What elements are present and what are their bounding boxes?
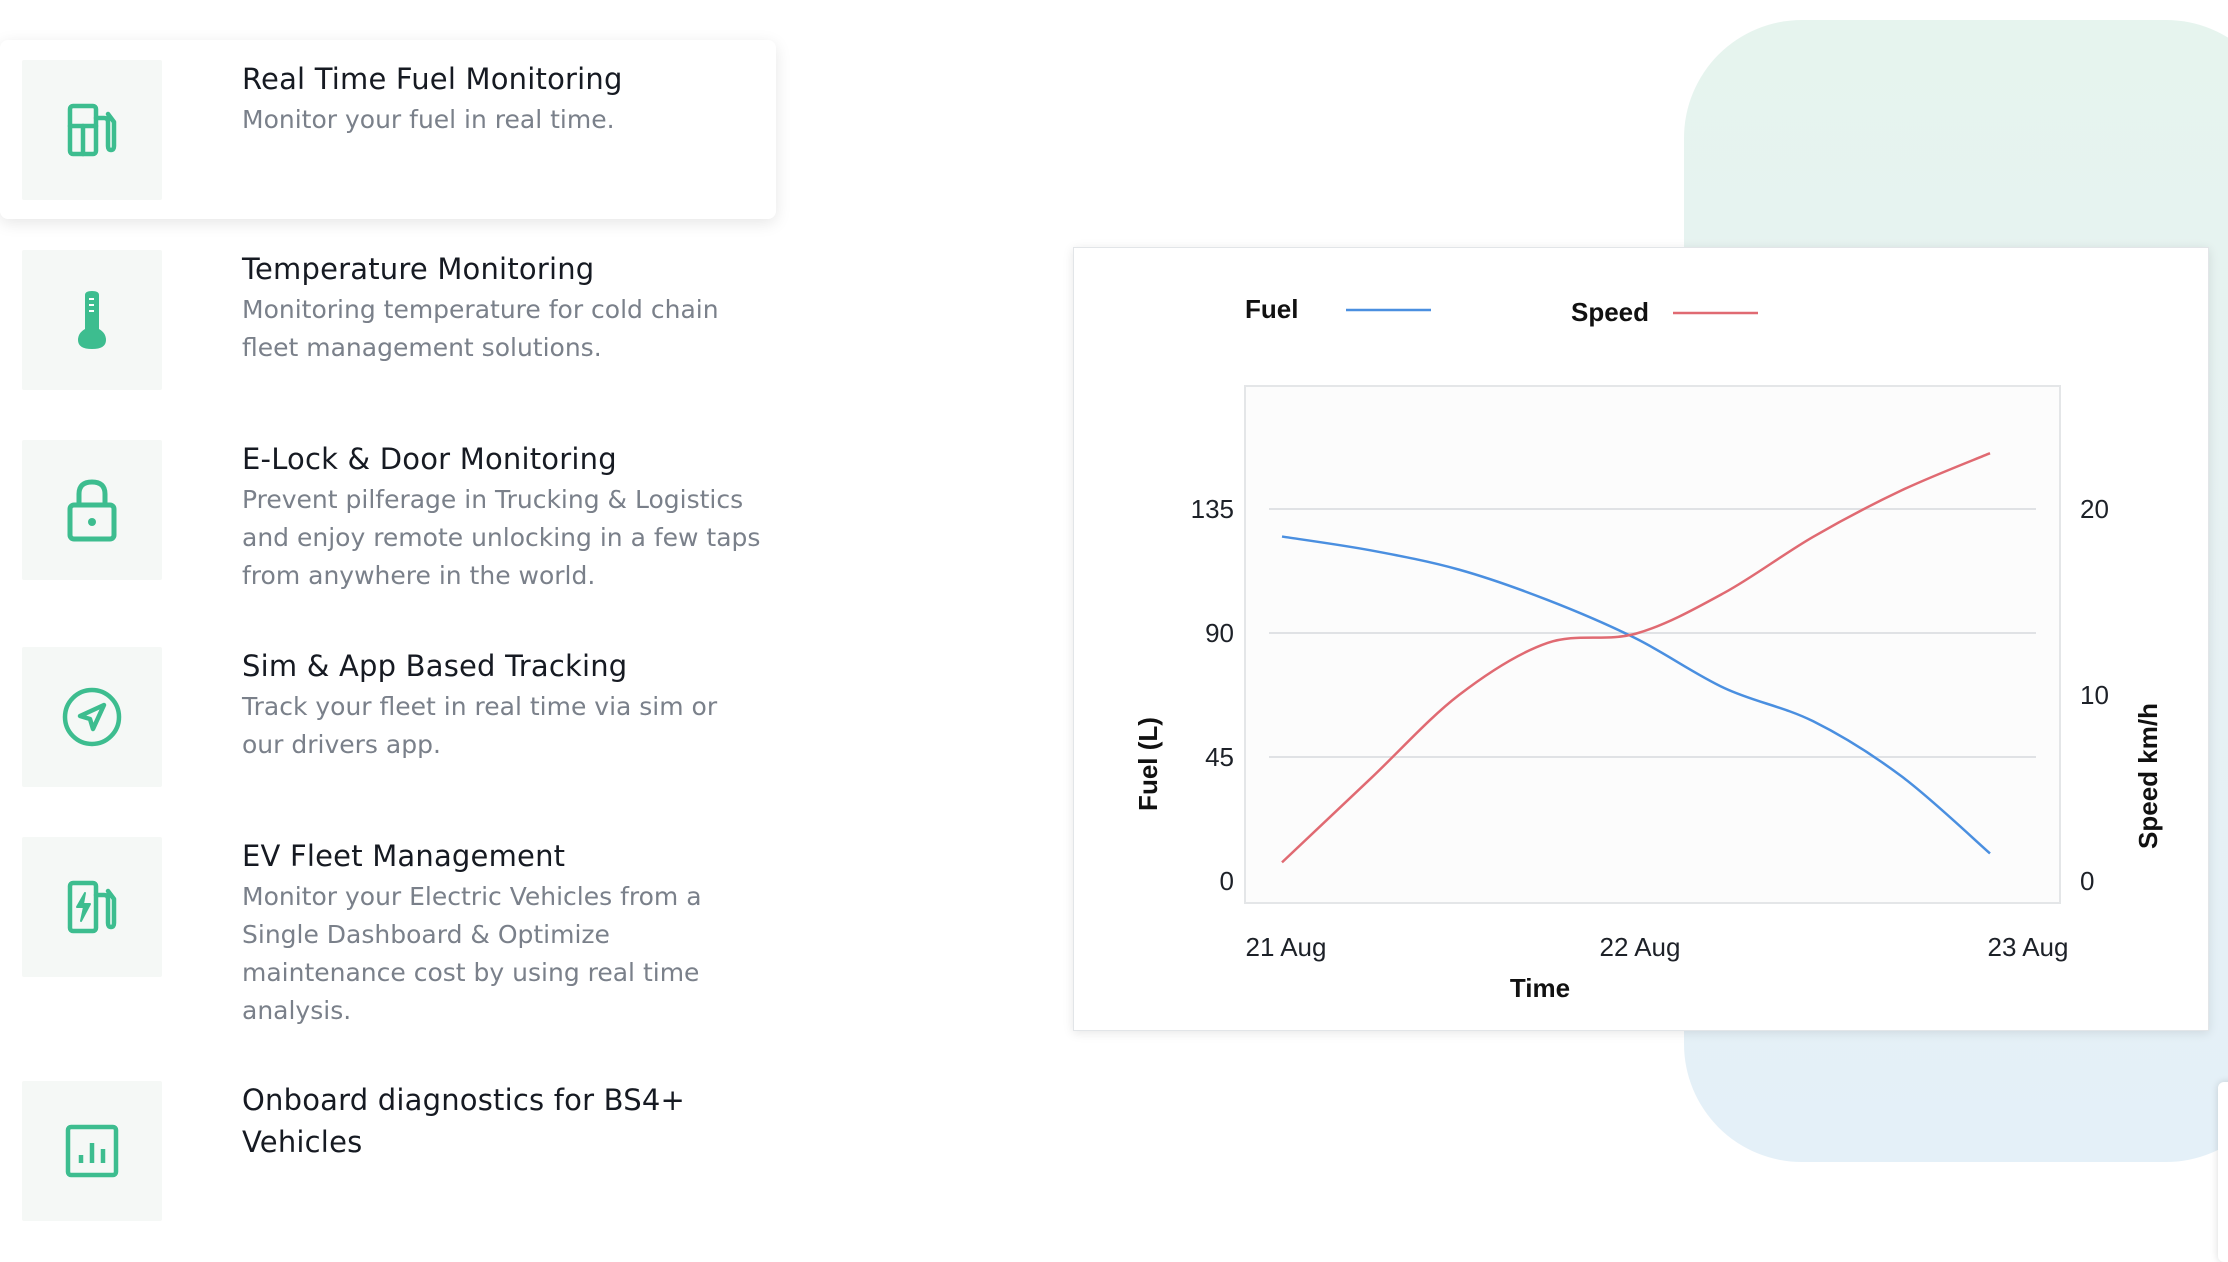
- y-right-tick-label: 20: [2080, 494, 2109, 524]
- fuel-pump-icon: [22, 60, 162, 200]
- feature-description: Monitor your fuel in real time.: [242, 101, 762, 139]
- feature-card-obd[interactable]: Onboard diagnostics for BS4+ Vehicles: [0, 1061, 776, 1232]
- y-right-tick-label: 10: [2080, 680, 2109, 710]
- feature-card-ev[interactable]: EV Fleet Management Monitor your Electri…: [0, 817, 776, 1037]
- x-axis-title: Time: [1510, 973, 1570, 1003]
- feature-description: Prevent pilferage in Trucking & Logistic…: [242, 481, 762, 595]
- y-left-tick-label: 0: [1220, 866, 1234, 896]
- feature-description: Monitor your Electric Vehicles from a Si…: [242, 878, 762, 1030]
- y-axis-right-title: Speed km/h: [2133, 703, 2163, 849]
- feature-card-tracking[interactable]: Sim & App Based Tracking Track your flee…: [0, 627, 776, 787]
- feature-title: EV Fleet Management: [242, 835, 762, 877]
- fuel-speed-chart: Fuel Speed Time Fuel (L) Speed km/h 0 45 9…: [1073, 247, 2209, 1031]
- y-axis-left-title: Fuel (L): [1133, 717, 1163, 811]
- y-right-tick-label: 0: [2080, 866, 2094, 896]
- feature-title: Real Time Fuel Monitoring: [242, 58, 762, 100]
- legend-label-fuel: Fuel: [1245, 294, 1298, 324]
- ev-charger-icon: [22, 837, 162, 977]
- edge-widget: [2218, 1082, 2228, 1262]
- chart-svg: Fuel Speed Time Fuel (L) Speed km/h 0 45 9…: [1074, 248, 2208, 1030]
- bar-chart-icon: [22, 1081, 162, 1221]
- feature-title: Temperature Monitoring: [242, 248, 762, 290]
- x-tick-label: 22 Aug: [1600, 932, 1681, 962]
- lock-icon: [22, 440, 162, 580]
- feature-card-elock[interactable]: E-Lock & Door Monitoring Prevent pilfera…: [0, 420, 776, 600]
- feature-title: Sim & App Based Tracking: [242, 645, 762, 687]
- feature-title: Onboard diagnostics for BS4+ Vehicles: [242, 1079, 762, 1163]
- x-tick-label: 23 Aug: [1988, 932, 2069, 962]
- legend-label-speed: Speed: [1571, 297, 1649, 327]
- feature-description: Track your fleet in real time via sim or…: [242, 688, 762, 764]
- feature-card-temperature[interactable]: Temperature Monitoring Monitoring temper…: [0, 230, 776, 390]
- feature-card-fuel[interactable]: Real Time Fuel Monitoring Monitor your f…: [0, 40, 776, 219]
- thermometer-icon: [22, 250, 162, 390]
- y-left-tick-label: 45: [1205, 742, 1234, 772]
- feature-description: Monitoring temperature for cold chain fl…: [242, 291, 762, 367]
- feature-title: E-Lock & Door Monitoring: [242, 438, 762, 480]
- plot-area: [1245, 386, 2060, 903]
- y-left-tick-label: 90: [1205, 618, 1234, 648]
- navigation-icon: [22, 647, 162, 787]
- x-tick-label: 21 Aug: [1246, 932, 1327, 962]
- y-left-tick-label: 135: [1191, 494, 1234, 524]
